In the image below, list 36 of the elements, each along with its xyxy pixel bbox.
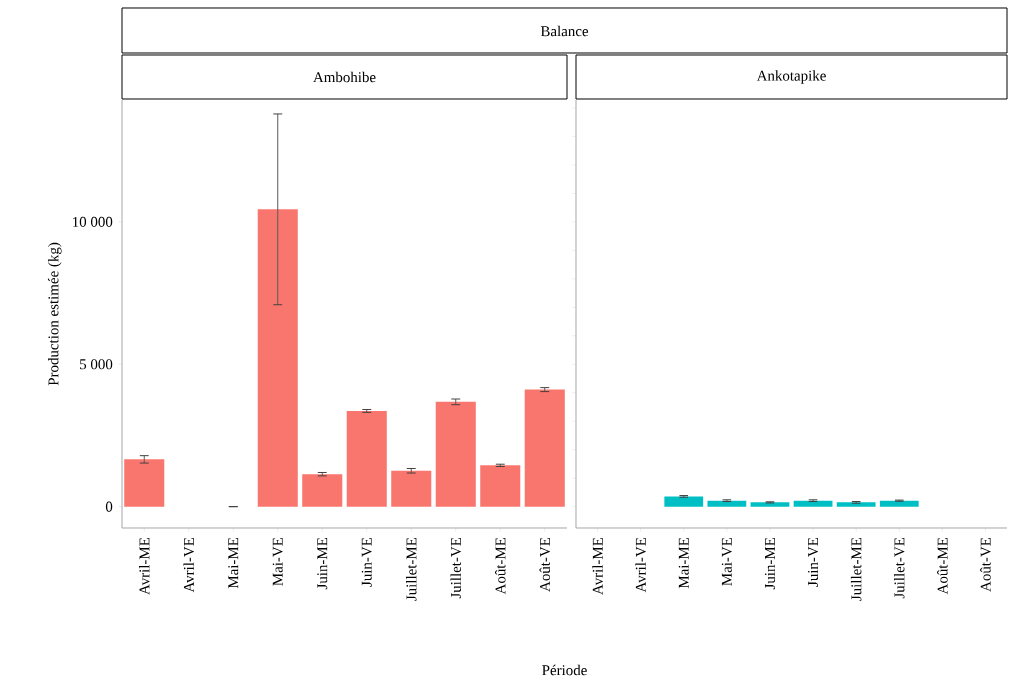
x-tick-label: Juillet-VE	[450, 537, 462, 599]
x-tick-label: Août-VE	[980, 537, 991, 592]
bar	[480, 465, 521, 507]
x-tick-label: Juillet-VE	[893, 537, 905, 599]
y-tick-label: 0	[105, 501, 113, 512]
x-tick-label: Août-VE	[539, 537, 551, 592]
bar	[257, 209, 298, 507]
x-tick-label: Juin-ME	[764, 537, 775, 590]
chart-subtitle: Balance	[540, 25, 589, 37]
bar	[435, 401, 476, 507]
x-tick-label: Avril-VE	[635, 537, 646, 593]
x-tick-label: Août-ME	[494, 537, 506, 595]
bar	[524, 389, 565, 507]
chart-title: Ankotapike	[756, 70, 826, 84]
bar	[124, 459, 165, 507]
x-tick-label: Mai-VE	[272, 537, 283, 586]
x-tick-label: Avril-ME	[592, 537, 603, 595]
x-tick-label: Mai-VE	[721, 537, 732, 586]
x-tick-label: Juillet-ME	[406, 537, 417, 601]
x-axis-title: Période	[542, 664, 587, 676]
x-tick-label: Juin-VE	[808, 537, 819, 587]
y-tick-label: 10 000	[73, 216, 113, 227]
x-tick-label: Juin-VE	[361, 537, 372, 587]
x-tick-label: Juin-ME	[317, 537, 328, 590]
x-tick-label: Mai-ME	[678, 537, 689, 589]
bar	[302, 474, 343, 507]
x-tick-label: Mai-ME	[228, 537, 239, 589]
x-tick-label: Avril-ME	[139, 537, 150, 595]
x-tick-label: Avril-VE	[183, 537, 195, 593]
y-axis-title: Production estimée (kg)	[47, 242, 62, 386]
x-tick-label: Juillet-ME	[850, 537, 862, 601]
chart-title: Ambohibe	[313, 71, 376, 83]
bar	[391, 470, 432, 507]
bar	[346, 410, 387, 507]
y-tick-label: 5 000	[80, 359, 113, 370]
x-tick-label: Août-ME	[937, 537, 948, 595]
